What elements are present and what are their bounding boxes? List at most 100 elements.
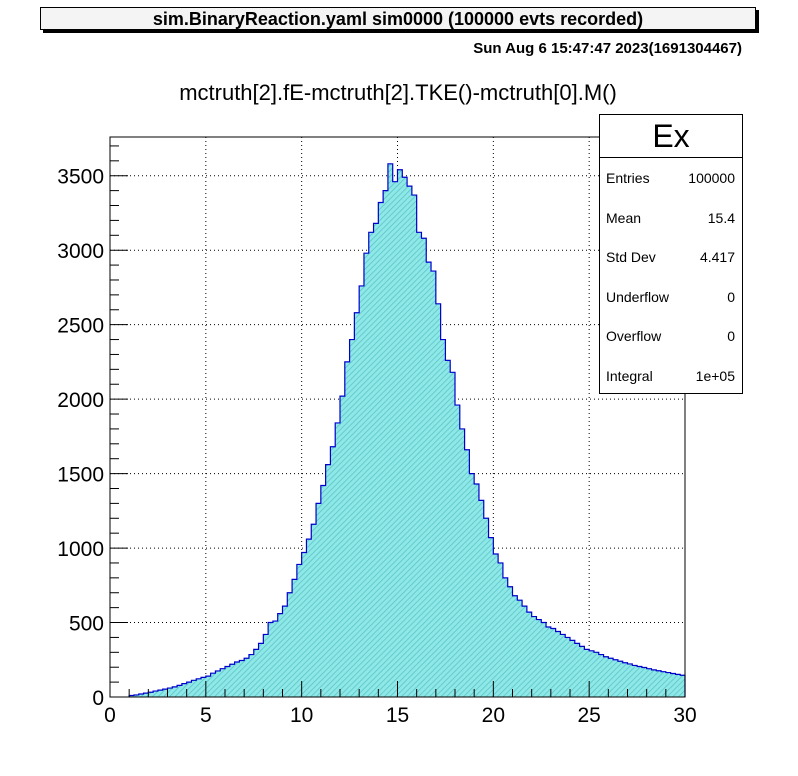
histogram-bin (498, 562, 504, 697)
histogram-bin (153, 691, 159, 697)
stats-value: 1e+05 (695, 367, 735, 384)
histogram-bin (272, 621, 279, 697)
chart-title: mctruth[2].fE-mctruth[2].TKE()-mctruth[0… (179, 80, 617, 105)
histogram-bin (617, 661, 624, 697)
histogram-bin (277, 613, 283, 697)
histogram-bin (335, 422, 341, 697)
stats-label: Std Dev (606, 249, 656, 266)
date-stamp: Sun Aug 6 15:47:47 2023(1691304467) (473, 40, 742, 57)
histogram-bin (181, 683, 187, 697)
stats-label: Mean (606, 209, 642, 226)
histogram-bin (440, 339, 446, 697)
histogram-bin (359, 285, 365, 697)
histogram-bin (512, 595, 518, 697)
histogram-bin (210, 673, 216, 697)
histogram-bin (450, 372, 456, 697)
histogram-outline (128, 163, 686, 697)
histogram-bin (325, 464, 331, 697)
histogram-bin (670, 673, 676, 697)
histogram-bin (445, 360, 451, 697)
histogram-bars (128, 163, 686, 698)
histogram-bin (258, 643, 264, 697)
histogram-bin (378, 202, 384, 697)
histogram-bin (148, 692, 154, 697)
histogram-bin (574, 643, 580, 697)
histogram-bin (411, 195, 417, 697)
histogram-bin (507, 586, 513, 697)
histogram-bin (488, 537, 494, 697)
histogram-bin (349, 339, 355, 697)
histogram-bin (584, 649, 590, 697)
histogram-bin (248, 654, 255, 697)
histogram-bin (340, 396, 346, 697)
histogram-bin (522, 606, 528, 697)
histogram-bin (301, 552, 307, 697)
histogram-bin (565, 637, 571, 697)
histogram-bin (493, 554, 499, 697)
histogram-bin (177, 685, 183, 697)
histogram-bin (646, 668, 652, 697)
histogram-bin (502, 577, 509, 697)
stats-row: Mean 15.4 (600, 198, 742, 238)
histogram-bin (167, 688, 173, 697)
histogram-bin (598, 654, 604, 697)
histogram-bin (253, 649, 259, 697)
stats-row: Std Dev 4.417 (600, 237, 742, 277)
histogram-bin (431, 271, 437, 697)
histogram-bin (407, 186, 413, 698)
histogram-bin (162, 689, 168, 697)
histogram-bin (651, 669, 657, 697)
axis-layer: 0 5 10 15 20 25 30 0 500 1000 1500 2000 2500 3000 3500 (57, 136, 697, 727)
histogram-bin (196, 678, 202, 697)
histogram-bin (287, 592, 293, 697)
canvas-title-banner: sim.BinaryReaction.yaml sim0000 (100000 … (40, 7, 756, 30)
histogram-bin (239, 660, 245, 697)
histogram-bin (531, 616, 537, 697)
histogram-bin (225, 666, 231, 697)
histogram-bin (387, 163, 394, 697)
histogram-bin (608, 658, 614, 697)
histogram-bin (383, 190, 389, 698)
histogram-bin (541, 622, 547, 697)
histogram-bin (138, 694, 144, 697)
stats-value: 0 (727, 288, 735, 305)
stats-label: Overflow (606, 328, 662, 345)
histogram-bin (143, 693, 149, 697)
histogram-bin (292, 579, 298, 697)
histogram-bin (632, 665, 638, 697)
x-tick-label: 25 (577, 704, 600, 727)
x-tick-label: 0 (104, 704, 116, 727)
histogram-bin (622, 662, 628, 697)
histogram-bin (416, 232, 422, 697)
histogram-bin (483, 518, 489, 697)
stats-value: 100000 (688, 170, 735, 186)
histogram-bin (330, 446, 336, 697)
histogram-bin (603, 656, 609, 697)
stats-label: Entries (606, 170, 650, 186)
histogram-bin (344, 361, 350, 697)
stats-value: 0 (727, 328, 735, 345)
stats-row: Entries 100000 (600, 158, 742, 198)
histogram-bin (613, 659, 619, 697)
histogram-bin (579, 646, 585, 697)
stats-row: Overflow 0 (600, 316, 742, 356)
histogram-bin (593, 652, 600, 697)
histogram-bin (234, 662, 240, 697)
histogram-bin (201, 677, 207, 697)
histogram-bin (157, 690, 164, 697)
histogram-bin (244, 658, 250, 697)
histogram-bin (469, 473, 475, 697)
histogram-bin (546, 627, 552, 697)
histogram-bin (363, 253, 370, 697)
histogram-bin (421, 238, 427, 697)
y-tick-label: 3500 (57, 166, 104, 189)
stats-row: Integral 1e+05 (600, 356, 742, 396)
histogram-bin (172, 686, 178, 697)
histogram-bin (402, 177, 408, 697)
histogram-bin (656, 670, 662, 697)
histogram-bin (637, 666, 643, 697)
histogram-bin (550, 628, 556, 697)
histogram-bin (354, 312, 360, 697)
histogram-bin (263, 634, 269, 697)
